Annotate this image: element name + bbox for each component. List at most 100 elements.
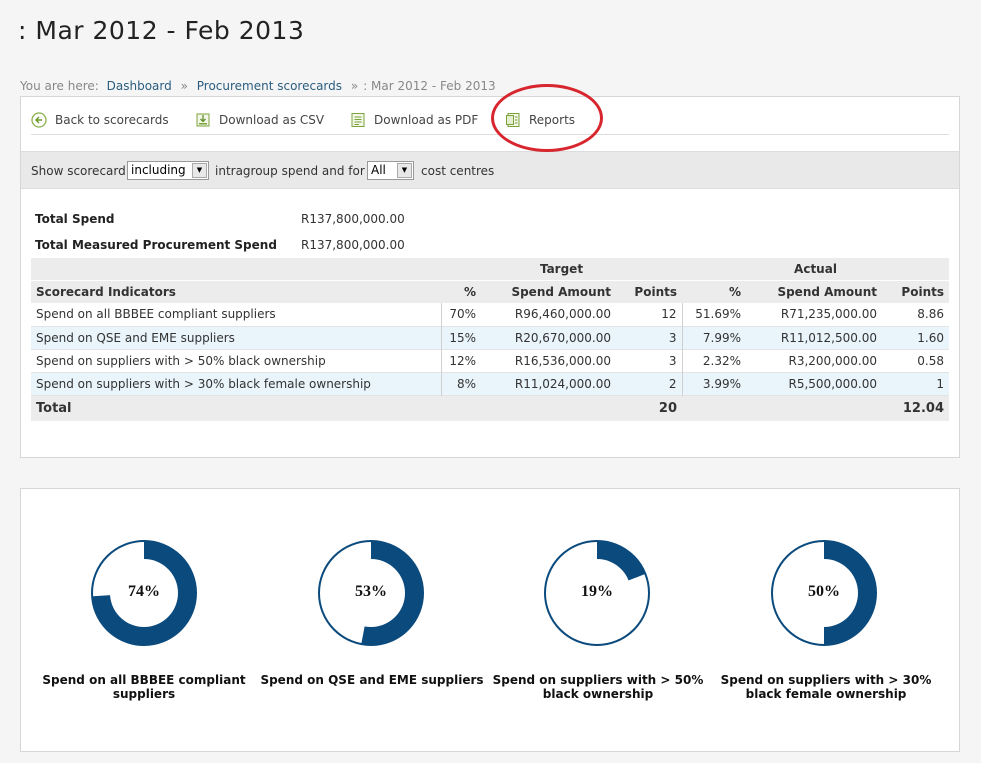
target-points-cell: 2 xyxy=(668,376,677,391)
total-label: Total xyxy=(31,395,441,421)
back-to-scorecards-button[interactable]: Back to scorecards xyxy=(31,109,169,131)
intragroup-select[interactable]: including ▼ xyxy=(127,161,209,180)
action-toolbar: Back to scorecards Download as CSV Downl… xyxy=(31,109,949,135)
column-header: Scorecard Indicators xyxy=(31,279,441,303)
actual-points-cell: 1.60 xyxy=(917,330,944,345)
donut-border xyxy=(318,540,424,646)
measured-spend-label: Total Measured Procurement Spend xyxy=(35,238,277,252)
download-pdf-button[interactable]: Download as PDF xyxy=(350,109,478,131)
breadcrumb-separator: » xyxy=(180,79,188,93)
donut-percent-label: 50% xyxy=(808,583,840,600)
donut-title: Spend on all BBBEE compliant suppliers xyxy=(42,673,246,701)
actual-spend-cell: R71,235,000.00 xyxy=(780,307,877,322)
column-header: Points xyxy=(882,279,949,303)
actual-points-cell: 8.86 xyxy=(917,307,944,322)
table-row: Spend on suppliers with > 30% black fema… xyxy=(31,372,949,395)
actual-spend-cell: R11,012,500.00 xyxy=(780,330,877,345)
indicator-cell: Spend on QSE and EME suppliers xyxy=(36,330,235,345)
donut-svg xyxy=(544,540,650,646)
download-csv-button[interactable]: Download as CSV xyxy=(195,109,324,131)
target-percent-cell: 12% xyxy=(440,349,481,372)
column-header: % xyxy=(682,279,746,303)
donut-hole xyxy=(563,559,631,627)
donut-chart-black-female-ownership: 50% xyxy=(770,539,878,647)
donut-border xyxy=(771,540,877,646)
cost-centre-select[interactable]: All ▼ xyxy=(367,161,414,180)
donut-svg xyxy=(318,540,424,646)
scorecard-filter-bar: Show scorecard including ▼ intragroup sp… xyxy=(21,151,959,189)
back-to-scorecards-label: Back to scorecards xyxy=(55,113,169,127)
show-scorecard-label: Show scorecard xyxy=(31,164,126,178)
target-points-cell: 3 xyxy=(668,353,677,368)
column-header: % xyxy=(441,279,481,303)
target-points-cell: 3 xyxy=(668,330,677,345)
indicator-cell: Spend on suppliers with > 50% black owne… xyxy=(36,353,326,368)
total-target-points: 20 xyxy=(616,395,682,421)
actual-spend-cell: R3,200,000.00 xyxy=(788,353,878,368)
actual-spend-cell: R5,500,000.00 xyxy=(788,376,878,391)
target-spend-cell: R20,670,000.00 xyxy=(514,330,611,345)
donut-charts-panel: 74% Spend on all BBBEE compliant supplie… xyxy=(20,488,960,752)
chevron-down-icon: ▼ xyxy=(397,163,412,178)
column-header: Spend Amount xyxy=(746,279,882,303)
table-row: Spend on QSE and EME suppliers 15% R20,6… xyxy=(31,326,949,349)
target-percent-cell: 70% xyxy=(440,303,481,326)
target-spend-cell: R96,460,000.00 xyxy=(514,307,611,322)
scorecard-table: Target Actual Scorecard Indicators % Spe… xyxy=(31,258,949,421)
reports-label: Reports xyxy=(529,113,576,127)
download-pdf-icon xyxy=(351,113,365,127)
actual-points-cell: 0.58 xyxy=(917,353,944,368)
measured-spend-value: R137,800,000.00 xyxy=(301,238,405,252)
download-csv-icon xyxy=(196,113,210,127)
total-spend-value: R137,800,000.00 xyxy=(301,212,405,226)
donut-hole xyxy=(337,559,405,627)
breadcrumb: You are here: Dashboard » Procurement sc… xyxy=(20,79,496,93)
actual-percent-cell: 2.32% xyxy=(681,349,746,372)
scorecard-panel: Back to scorecards Download as CSV Downl… xyxy=(20,96,960,458)
target-percent-cell: 15% xyxy=(440,326,481,349)
chevron-down-icon: ▼ xyxy=(192,163,207,178)
donut-title: Spend on QSE and EME suppliers xyxy=(260,673,484,687)
donut-hole xyxy=(790,559,858,627)
indicator-cell: Spend on all BBBEE compliant suppliers xyxy=(36,307,276,322)
donut-hole xyxy=(110,559,178,627)
donut-chart-qse-eme: 53% xyxy=(317,539,425,647)
target-points-cell: 12 xyxy=(661,307,677,322)
breadcrumb-procurement-link[interactable]: Procurement scorecards xyxy=(196,79,343,93)
donut-title: Spend on suppliers with > 50% black owne… xyxy=(492,673,704,701)
scorecard-rows: Spend on all BBBEE compliant suppliers 7… xyxy=(31,303,949,395)
intragroup-label: intragroup spend and for xyxy=(215,164,365,178)
donut-border xyxy=(544,540,650,646)
actual-percent-cell: 7.99% xyxy=(681,326,746,349)
reports-button[interactable]: Reports xyxy=(505,109,575,131)
total-actual-points: 12.04 xyxy=(882,395,949,421)
cost-centre-select-value: All xyxy=(371,163,386,177)
donut-chart-black-ownership: 19% xyxy=(543,539,651,647)
intragroup-select-value: including xyxy=(131,163,186,177)
column-header: Spend Amount xyxy=(481,279,616,303)
indicator-cell: Spend on suppliers with > 30% black fema… xyxy=(36,376,371,391)
back-arrow-icon xyxy=(31,112,47,128)
target-spend-cell: R11,024,000.00 xyxy=(514,376,611,391)
breadcrumb-dashboard-link[interactable]: Dashboard xyxy=(106,79,172,93)
donut-border xyxy=(91,540,197,646)
actual-percent-cell: 3.99% xyxy=(681,372,746,395)
reports-icon xyxy=(506,113,520,127)
donut-chart-bbbee: 74% xyxy=(90,539,198,647)
donut-percent-label: 74% xyxy=(128,583,160,600)
donut-svg xyxy=(771,540,877,646)
actual-points-cell: 1 xyxy=(936,376,944,391)
table-row: Spend on all BBBEE compliant suppliers 7… xyxy=(31,303,949,326)
breadcrumb-prefix: You are here: xyxy=(20,79,99,93)
target-spend-cell: R16,536,000.00 xyxy=(514,353,611,368)
target-percent-cell: 8% xyxy=(440,372,481,395)
download-csv-label: Download as CSV xyxy=(219,113,325,127)
donut-percent-label: 53% xyxy=(355,583,387,600)
download-pdf-label: Download as PDF xyxy=(374,113,479,127)
actual-group-header: Actual xyxy=(682,258,949,280)
breadcrumb-separator: » xyxy=(350,79,359,93)
total-spend-label: Total Spend xyxy=(35,212,115,226)
donut-title: Spend on suppliers with > 30% black fema… xyxy=(720,673,932,701)
donut-percent-label: 19% xyxy=(581,583,613,600)
target-group-header: Target xyxy=(441,258,682,280)
